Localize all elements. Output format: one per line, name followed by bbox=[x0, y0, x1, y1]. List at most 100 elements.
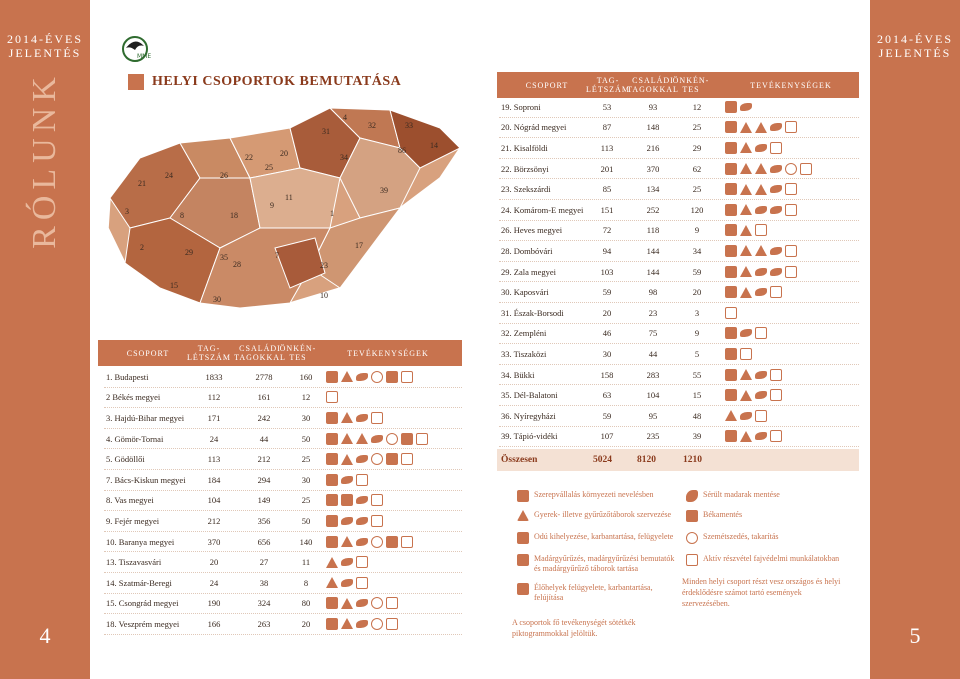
activity-tri-icon bbox=[740, 245, 752, 257]
group-name: 34. Bükki bbox=[501, 369, 535, 380]
table-row: 8. Vas megyei 104 149 25 bbox=[104, 491, 462, 512]
members-count: 59 bbox=[602, 287, 612, 298]
volunteer-count: 11 bbox=[301, 557, 311, 568]
activity-circ-icon bbox=[371, 597, 383, 610]
page-number-right: 5 bbox=[909, 623, 921, 648]
activity-circ-icon bbox=[386, 432, 398, 445]
map-region-label: 39 bbox=[380, 186, 388, 195]
activity-fill-icon bbox=[341, 494, 353, 507]
map-region-label: 32 bbox=[368, 121, 376, 130]
members-count: 59 bbox=[602, 410, 612, 421]
table-row: 28. Dombóvári 94 144 34 bbox=[499, 241, 859, 262]
activity-icons bbox=[725, 286, 782, 299]
activity-icons bbox=[725, 347, 752, 360]
activity-circ-icon bbox=[785, 162, 797, 175]
activity-fill-icon bbox=[386, 535, 398, 548]
map-region-label: 25 bbox=[265, 163, 273, 172]
table-row: 10. Baranya megyei 370 656 140 bbox=[104, 532, 462, 553]
activity-fill-icon bbox=[725, 162, 737, 175]
activity-bird-icon bbox=[740, 411, 752, 420]
activity-line-icon bbox=[785, 244, 797, 257]
group-name: 13. Tiszavasvári bbox=[106, 557, 162, 568]
activity-icons bbox=[725, 121, 797, 134]
activity-fill-icon bbox=[725, 141, 737, 154]
activity-bird-icon bbox=[770, 123, 782, 132]
activity-bird-icon bbox=[770, 185, 782, 194]
family-count: 263 bbox=[257, 618, 271, 629]
map-region-label: 10 bbox=[320, 291, 328, 300]
group-name: 30. Kaposvári bbox=[501, 287, 549, 298]
family-count: 235 bbox=[646, 431, 660, 442]
activity-tri-icon bbox=[740, 369, 752, 381]
activity-fill-icon bbox=[725, 430, 737, 443]
bird-icon bbox=[686, 490, 698, 502]
table-row: 13. Tiszavasvári 20 27 11 bbox=[104, 552, 462, 573]
activity-line-icon bbox=[755, 409, 767, 422]
group-name: 19. Soproni bbox=[501, 101, 541, 112]
activity-icons bbox=[725, 141, 782, 154]
table-row: 39. Tápió-vidéki 107 235 39 bbox=[499, 427, 859, 448]
table-row: 19. Soproni 53 93 12 bbox=[499, 97, 859, 118]
volunteer-count: 9 bbox=[694, 225, 700, 236]
header-group: CSOPORT bbox=[525, 81, 569, 90]
group-name: 32. Zempléni bbox=[501, 328, 547, 339]
activity-tri-icon bbox=[740, 224, 752, 236]
activity-line-icon bbox=[770, 368, 782, 381]
activity-fill-icon bbox=[725, 224, 737, 237]
map-region-label: 2 bbox=[140, 243, 144, 252]
volunteer-count: 25 bbox=[301, 454, 311, 465]
header-members: TAG- LÉTSZÁM bbox=[187, 344, 231, 362]
members-count: 53 bbox=[602, 101, 612, 112]
map-region-label: 8 bbox=[180, 211, 184, 220]
activity-tri-icon bbox=[341, 453, 353, 465]
family-count: 324 bbox=[257, 598, 271, 609]
group-name: 26. Heves megyei bbox=[501, 225, 563, 236]
activity-bird-icon bbox=[356, 619, 368, 628]
group-name: 3. Hajdú-Bihar megyei bbox=[106, 412, 185, 423]
family-count: 161 bbox=[257, 392, 271, 403]
volunteer-count: 5 bbox=[694, 348, 700, 359]
activity-line-icon bbox=[371, 494, 383, 507]
activity-tri-icon bbox=[740, 286, 752, 298]
header-members: TAG- LÉTSZÁM bbox=[586, 76, 630, 94]
members-count: 190 bbox=[207, 598, 221, 609]
activity-tri-icon bbox=[755, 245, 767, 257]
members-count: 94 bbox=[602, 245, 612, 256]
map-region-label: 31 bbox=[322, 127, 330, 136]
activity-tri-icon bbox=[740, 389, 752, 401]
activity-fill-icon bbox=[725, 244, 737, 257]
activity-circ-icon bbox=[371, 370, 383, 383]
map-region-label: 21 bbox=[138, 179, 146, 188]
activity-bird-icon bbox=[770, 267, 782, 276]
map-region-label: 29 bbox=[185, 248, 193, 257]
members-count: 112 bbox=[207, 392, 221, 403]
activity-line-icon bbox=[401, 535, 413, 548]
section-vertical-label: RÓLUNK bbox=[26, 71, 64, 249]
volunteer-count: 12 bbox=[301, 392, 311, 403]
map-region-label: 17 bbox=[355, 241, 363, 250]
volunteer-count: 29 bbox=[692, 142, 702, 153]
activity-bird-icon bbox=[755, 205, 767, 214]
activity-bird-icon bbox=[755, 267, 767, 276]
activity-tri-icon bbox=[740, 266, 752, 278]
family-count: 144 bbox=[646, 245, 660, 256]
activity-tri-icon bbox=[341, 536, 353, 548]
table-row: 14. Szatmár-Beregi 24 38 8 bbox=[104, 573, 462, 594]
activity-bird-icon bbox=[341, 475, 353, 484]
group-name: 5. Gödöllői bbox=[106, 454, 145, 465]
header-activities: TEVÉKENYSÉGEK bbox=[347, 349, 429, 358]
activity-fill-icon bbox=[401, 432, 413, 445]
activity-tri-icon bbox=[740, 430, 752, 442]
members-count: 184 bbox=[207, 474, 221, 485]
volunteer-count: 8 bbox=[303, 577, 309, 588]
legend-environmental-education: Szerepvállalás környezeti nevelésben bbox=[517, 490, 677, 502]
activity-line-icon bbox=[371, 514, 383, 527]
activity-icons bbox=[725, 203, 797, 216]
activity-icons bbox=[326, 391, 338, 404]
group-name: 18. Veszprém megyei bbox=[106, 618, 180, 629]
activity-fill-icon bbox=[326, 453, 338, 466]
table-row: 2 Békés megyei 112 161 12 bbox=[104, 388, 462, 409]
activity-bird-icon bbox=[341, 558, 353, 567]
activity-fill-icon bbox=[725, 100, 737, 113]
activity-line-icon bbox=[371, 411, 383, 424]
